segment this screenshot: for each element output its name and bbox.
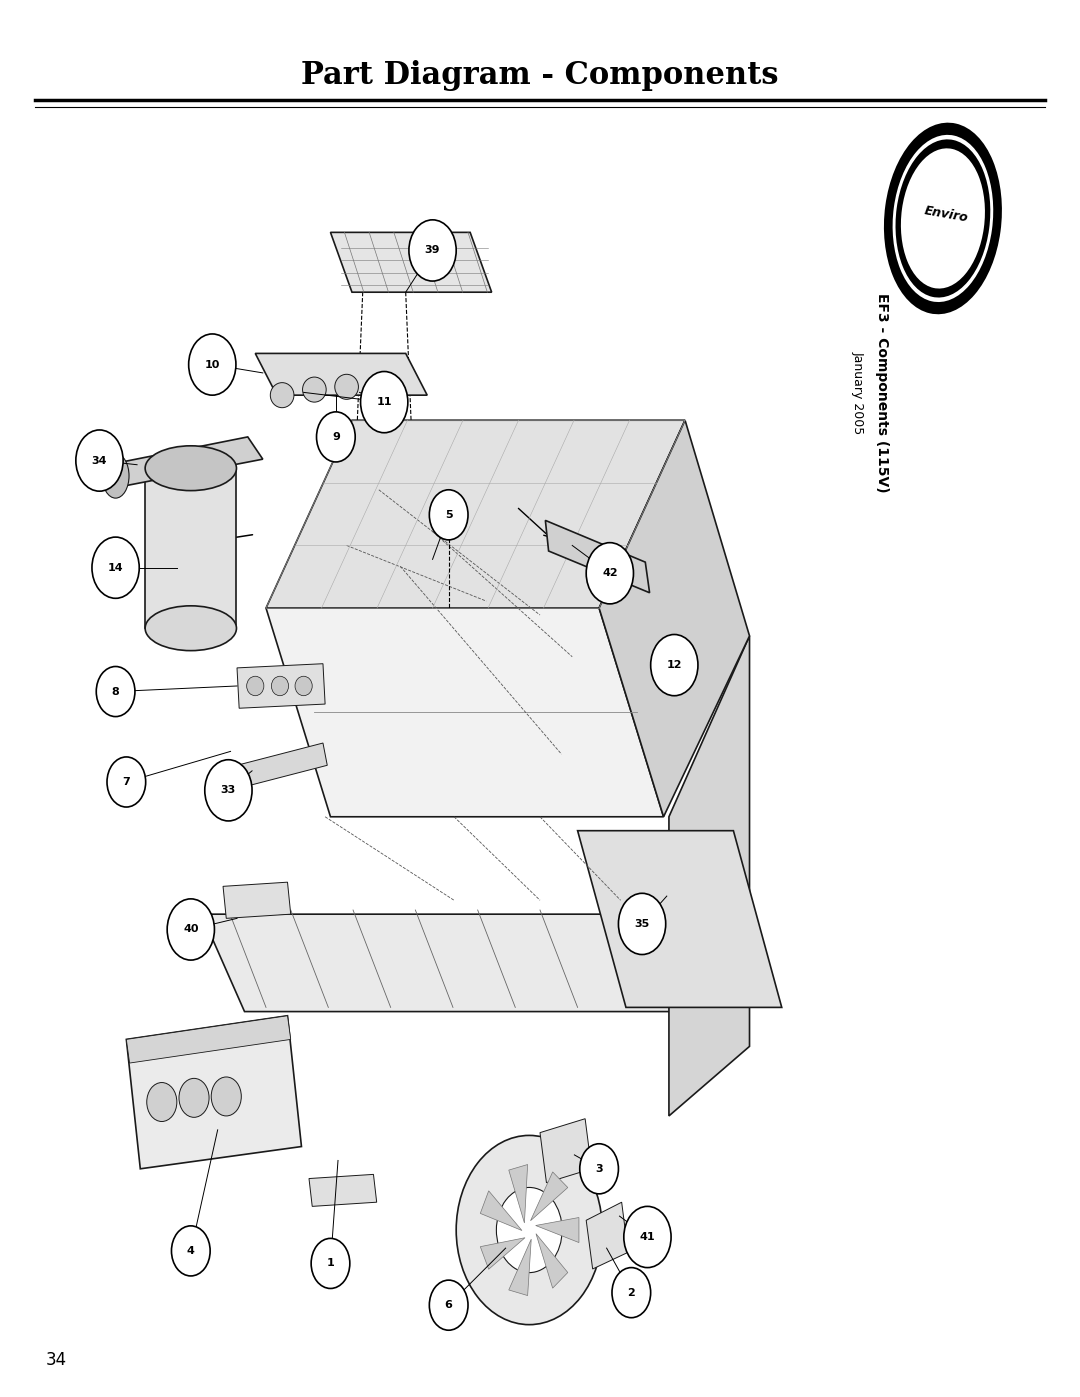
Circle shape	[624, 1207, 671, 1267]
Polygon shape	[481, 1190, 522, 1231]
Circle shape	[580, 1144, 619, 1194]
Polygon shape	[509, 1239, 531, 1295]
Ellipse shape	[271, 676, 288, 696]
Circle shape	[205, 760, 252, 821]
Ellipse shape	[335, 374, 359, 400]
Ellipse shape	[895, 140, 990, 298]
Polygon shape	[536, 1218, 579, 1242]
Polygon shape	[599, 420, 750, 817]
Text: 1: 1	[326, 1259, 335, 1268]
Text: 10: 10	[204, 359, 220, 370]
Ellipse shape	[886, 124, 1000, 313]
Text: 34: 34	[92, 455, 107, 465]
Polygon shape	[237, 743, 327, 788]
Text: 2: 2	[627, 1288, 635, 1298]
Text: 14: 14	[108, 563, 123, 573]
Ellipse shape	[145, 446, 237, 490]
Polygon shape	[126, 1016, 301, 1169]
Circle shape	[612, 1267, 650, 1317]
Text: 6: 6	[445, 1301, 453, 1310]
Text: 12: 12	[666, 661, 683, 671]
Polygon shape	[266, 420, 685, 608]
Circle shape	[92, 536, 139, 598]
Text: 9: 9	[332, 432, 340, 441]
Ellipse shape	[892, 136, 994, 302]
Circle shape	[650, 634, 698, 696]
Circle shape	[456, 1136, 603, 1324]
Text: 33: 33	[220, 785, 237, 795]
Circle shape	[316, 412, 355, 462]
Ellipse shape	[295, 676, 312, 696]
Polygon shape	[509, 1165, 528, 1222]
Circle shape	[179, 1078, 210, 1118]
Polygon shape	[669, 636, 750, 1116]
Text: 41: 41	[639, 1232, 656, 1242]
Circle shape	[107, 757, 146, 807]
Polygon shape	[237, 664, 325, 708]
Ellipse shape	[270, 383, 294, 408]
Text: 42: 42	[602, 569, 618, 578]
Ellipse shape	[103, 454, 129, 499]
Polygon shape	[224, 882, 291, 918]
Circle shape	[497, 1187, 562, 1273]
Text: 35: 35	[634, 919, 650, 929]
Text: 34: 34	[45, 1351, 67, 1369]
Ellipse shape	[302, 377, 326, 402]
Circle shape	[430, 490, 468, 539]
Text: 7: 7	[122, 777, 131, 787]
Circle shape	[586, 542, 634, 604]
Circle shape	[409, 219, 456, 281]
Text: January 2005: January 2005	[851, 351, 864, 434]
Polygon shape	[545, 521, 649, 592]
Circle shape	[147, 1083, 177, 1122]
Polygon shape	[481, 1238, 525, 1270]
Polygon shape	[126, 1016, 291, 1063]
Ellipse shape	[246, 676, 264, 696]
Text: 4: 4	[187, 1246, 194, 1256]
Text: 11: 11	[377, 397, 392, 407]
Ellipse shape	[145, 606, 237, 651]
Text: Part Diagram - Components: Part Diagram - Components	[301, 60, 779, 91]
Polygon shape	[536, 1234, 568, 1288]
Circle shape	[167, 898, 215, 960]
Circle shape	[212, 1077, 241, 1116]
Polygon shape	[202, 914, 706, 1011]
Polygon shape	[330, 232, 491, 292]
Text: 3: 3	[595, 1164, 603, 1173]
Polygon shape	[530, 1172, 568, 1221]
Text: 5: 5	[445, 510, 453, 520]
Polygon shape	[586, 1203, 629, 1268]
Polygon shape	[255, 353, 428, 395]
Circle shape	[311, 1238, 350, 1288]
Polygon shape	[145, 468, 237, 629]
Polygon shape	[266, 608, 663, 817]
Text: EF3 - Components (115V): EF3 - Components (115V)	[875, 292, 889, 492]
Text: 39: 39	[424, 246, 441, 256]
Circle shape	[430, 1280, 468, 1330]
Polygon shape	[578, 831, 782, 1007]
Polygon shape	[108, 437, 262, 488]
Circle shape	[76, 430, 123, 492]
Circle shape	[361, 372, 408, 433]
Circle shape	[619, 893, 665, 954]
Text: 8: 8	[111, 686, 120, 697]
Polygon shape	[540, 1119, 592, 1183]
Text: 40: 40	[183, 925, 199, 935]
Text: Enviro: Enviro	[923, 204, 969, 225]
Circle shape	[189, 334, 235, 395]
Polygon shape	[309, 1175, 377, 1207]
Circle shape	[96, 666, 135, 717]
Circle shape	[172, 1225, 211, 1275]
Ellipse shape	[901, 148, 985, 289]
